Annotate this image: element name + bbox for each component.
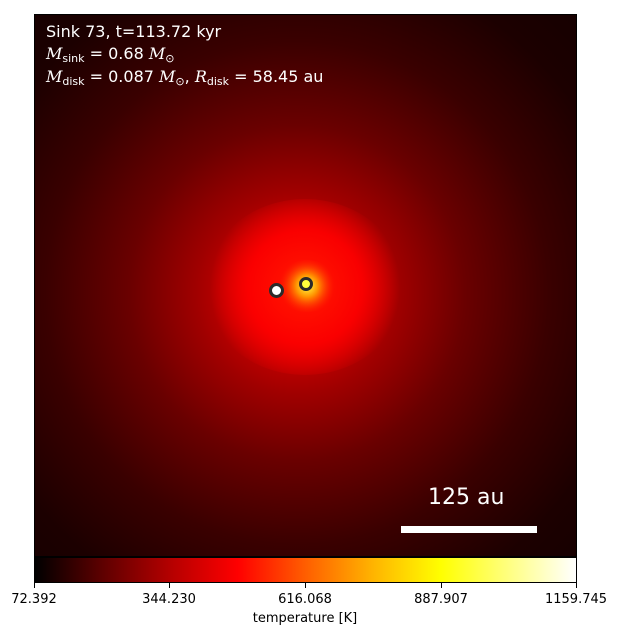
colorbar-tick <box>441 583 442 588</box>
colorbar-tick-label: 72.392 <box>11 592 57 607</box>
disk-radius-subscript: disk <box>206 75 229 88</box>
secondary-sink-marker <box>299 277 313 291</box>
solar-mass-unit: M <box>148 44 166 63</box>
solar-symbol: ⊙ <box>165 52 175 65</box>
sink-mass-line: Msink = 0.68 M⊙ <box>46 43 174 69</box>
disk-mass-unit: M <box>159 67 176 86</box>
sink-title: Sink 73, t=113.72 kyr <box>46 22 222 41</box>
disk-mass-symbol: M <box>46 67 63 86</box>
sink-mass-value: = 0.68 <box>89 44 144 63</box>
colorbar-tick-label: 1159.745 <box>544 592 608 607</box>
scalebar <box>401 526 537 533</box>
mass-symbol: M <box>46 44 63 63</box>
colorbar-tick-label: 344.230 <box>142 592 196 607</box>
separator: , <box>184 67 190 86</box>
colorbar <box>34 557 577 583</box>
scalebar-label: 125 au <box>428 485 505 510</box>
disk-radius-value: = 58.45 au <box>234 67 324 86</box>
disk-mass-subscript: disk <box>62 75 85 88</box>
disk-props-line: Mdisk = 0.087 M⊙, Rdisk = 58.45 au <box>46 66 323 92</box>
temperature-field <box>35 15 576 556</box>
colorbar-tick-label: 616.068 <box>278 592 332 607</box>
disk-mass-value: = 0.087 <box>89 67 154 86</box>
colorbar-label: temperature [K] <box>252 611 358 626</box>
colorbar-tick-label: 887.907 <box>414 592 468 607</box>
colorbar-tick <box>576 583 577 588</box>
disk-solar-symbol: ⊙ <box>175 75 185 88</box>
colorbar-tick <box>305 583 306 588</box>
temperature-map: Sink 73, t=113.72 kyr Msink = 0.68 M⊙ Md… <box>34 14 577 557</box>
mass-subscript: sink <box>62 52 85 65</box>
disk-radius-symbol: R <box>194 67 207 86</box>
colorbar-tick <box>34 583 35 588</box>
primary-sink-marker <box>269 283 284 298</box>
colorbar-tick <box>169 583 170 588</box>
